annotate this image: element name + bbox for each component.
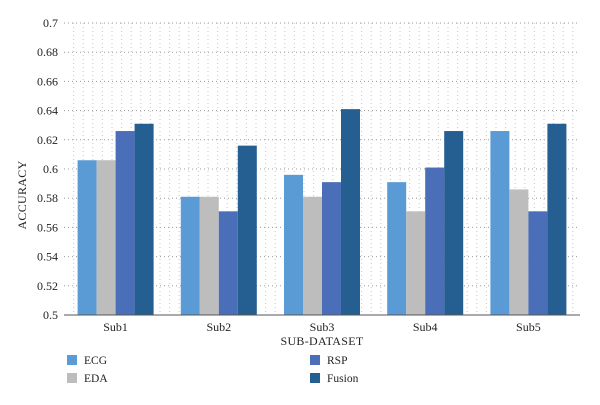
y-tick-label: 0.5 bbox=[43, 308, 58, 322]
bar-rsp-sub4 bbox=[425, 167, 445, 315]
y-tick-label: 0.6 bbox=[43, 162, 58, 176]
y-tick-label: 0.54 bbox=[37, 250, 58, 264]
legend-label: EDA bbox=[84, 373, 108, 385]
legend-item-rsp: RSP bbox=[310, 355, 347, 367]
y-tick-label: 0.7 bbox=[43, 16, 58, 30]
legend-swatch bbox=[67, 355, 77, 365]
bar-fusion-sub3 bbox=[341, 109, 360, 315]
x-tick-label: Sub1 bbox=[103, 320, 128, 334]
bar-fusion-sub4 bbox=[444, 131, 464, 315]
x-tick-label: Sub3 bbox=[310, 320, 335, 334]
bar-ecg-sub2 bbox=[180, 196, 200, 315]
legend: ECG EDA RSP Fusion bbox=[67, 355, 359, 385]
bar-rsp-sub2 bbox=[218, 211, 238, 315]
bar-rsp-sub1 bbox=[115, 131, 135, 315]
bar-rsp-sub3 bbox=[322, 182, 341, 315]
y-tick-label: 0.68 bbox=[37, 45, 58, 59]
grid-layer bbox=[64, 22, 580, 316]
y-tick-label: 0.52 bbox=[37, 279, 58, 293]
bar-fusion-sub5 bbox=[547, 123, 567, 316]
bar-eda-sub4 bbox=[406, 211, 426, 315]
x-tick-label: Sub2 bbox=[206, 320, 231, 334]
y-tick-label: 0.58 bbox=[37, 191, 58, 205]
y-tick-label: 0.56 bbox=[37, 220, 58, 234]
bar-eda-sub2 bbox=[199, 196, 219, 315]
bar-eda-sub3 bbox=[303, 196, 322, 315]
bars-layer bbox=[77, 109, 567, 316]
x-axis-title: SUB-DATASET bbox=[280, 334, 363, 348]
legend-item-fusion: Fusion bbox=[310, 373, 359, 385]
bar-eda-sub5 bbox=[509, 189, 529, 315]
bar-ecg-sub1 bbox=[77, 160, 97, 315]
legend-label: ECG bbox=[84, 355, 107, 367]
legend-label: Fusion bbox=[327, 373, 359, 385]
legend-item-ecg: ECG bbox=[67, 355, 107, 367]
axes-layer: 0.5 0.52 0.54 0.56 0.58 0.6 0.62 0.64 0.66 0.68 0.… bbox=[37, 16, 580, 334]
y-tick-label: 0.64 bbox=[37, 104, 58, 118]
y-tick-label: 0.66 bbox=[37, 74, 58, 88]
y-tick-label: 0.62 bbox=[37, 133, 58, 147]
bar-fusion-sub1 bbox=[134, 123, 154, 316]
bar-rsp-sub5 bbox=[528, 211, 548, 315]
y-axis-title: ACCURACY bbox=[15, 160, 29, 229]
legend-swatch bbox=[310, 355, 320, 365]
bar-eda-sub1 bbox=[96, 160, 116, 315]
bar-ecg-sub4 bbox=[387, 182, 407, 315]
bar-ecg-sub5 bbox=[490, 131, 510, 315]
x-tick-label: Sub4 bbox=[413, 320, 438, 334]
legend-swatch bbox=[310, 373, 320, 383]
bar-fusion-sub2 bbox=[237, 145, 257, 315]
legend-label: RSP bbox=[327, 355, 347, 367]
legend-item-eda: EDA bbox=[67, 373, 108, 385]
bar-ecg-sub3 bbox=[284, 174, 303, 315]
x-tick-label: Sub5 bbox=[516, 320, 541, 334]
legend-swatch bbox=[67, 373, 77, 383]
